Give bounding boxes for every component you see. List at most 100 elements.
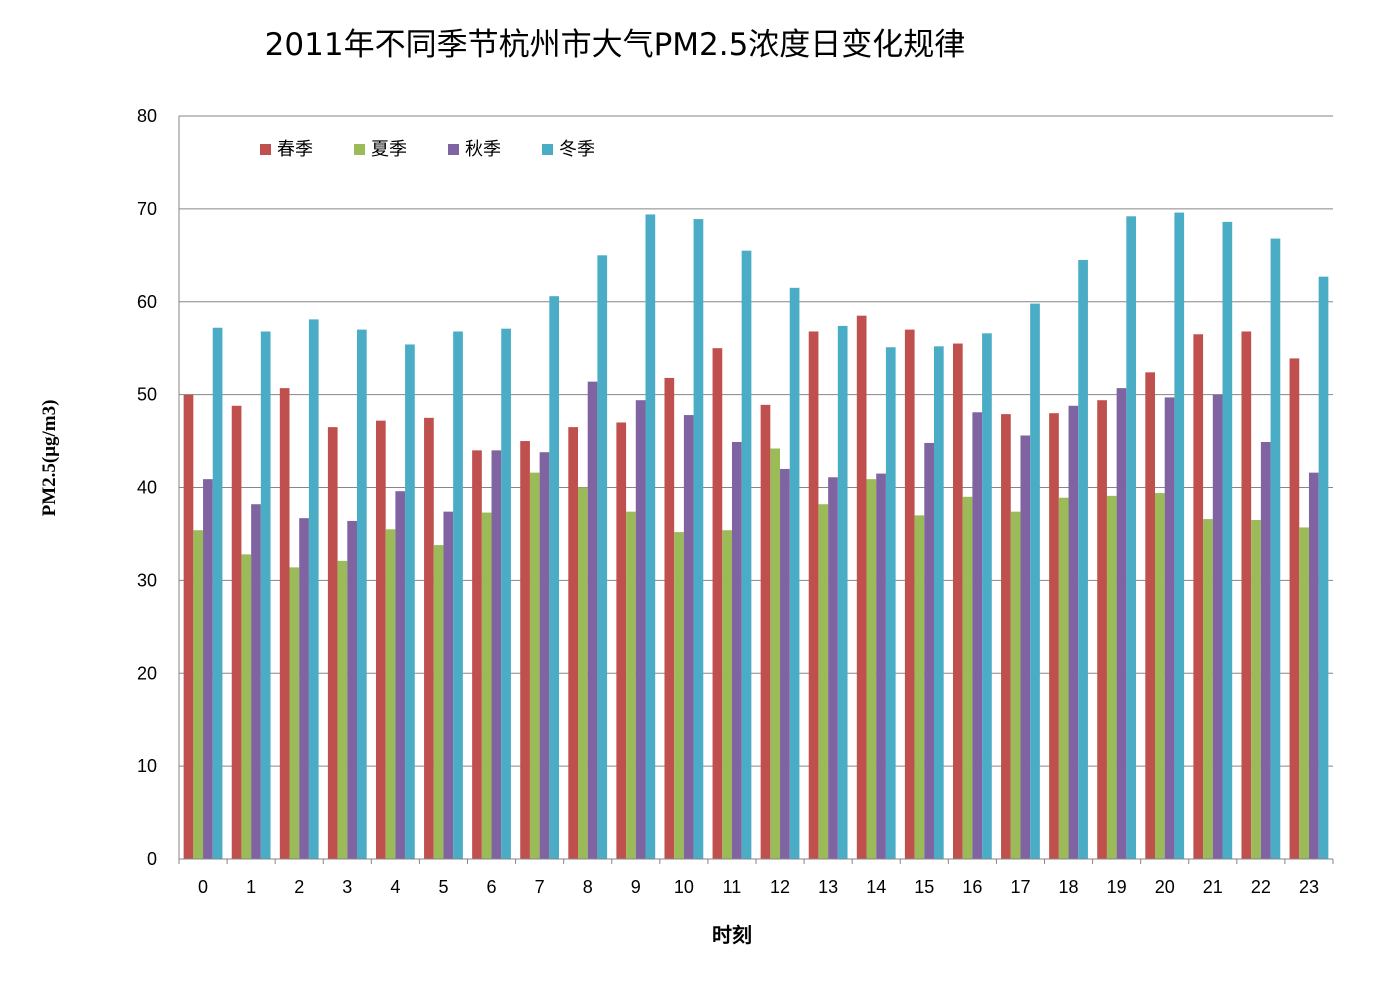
x-tick-label: 15 — [914, 877, 934, 897]
bar-秋季-13 — [828, 477, 838, 859]
x-tick-label: 18 — [1059, 877, 1079, 897]
bar-夏季-22 — [1251, 520, 1261, 859]
bar-春季-6 — [472, 450, 482, 859]
bar-夏季-2 — [289, 567, 300, 859]
bar-春季-20 — [1145, 372, 1156, 859]
y-tick-label: 50 — [137, 385, 157, 405]
x-tick-label: 16 — [962, 877, 982, 897]
bar-秋季-12 — [780, 468, 790, 859]
bar-春季-13 — [808, 331, 819, 860]
bar-秋季-7 — [539, 452, 550, 859]
bar-春季-10 — [664, 377, 675, 859]
bar-夏季-12 — [770, 448, 781, 859]
bar-秋季-18 — [1068, 405, 1079, 859]
bar-冬季-2 — [308, 319, 319, 859]
bar-夏季-14 — [866, 479, 877, 859]
bar-秋季-1 — [251, 504, 261, 859]
bar-秋季-9 — [635, 400, 646, 859]
bar-冬季-17 — [1030, 303, 1040, 859]
bar-秋季-5 — [443, 511, 454, 859]
x-tick-label: 3 — [342, 877, 352, 897]
bar-秋季-8 — [587, 381, 598, 859]
bar-春季-18 — [1049, 413, 1059, 859]
bar-春季-21 — [1193, 334, 1204, 859]
bars — [183, 212, 1329, 860]
x-tick-label: 7 — [535, 877, 545, 897]
bar-冬季-6 — [501, 328, 511, 859]
x-tick-label: 14 — [866, 877, 886, 897]
bar-冬季-7 — [549, 296, 560, 859]
y-tick-label: 30 — [137, 570, 157, 590]
x-tick-label: 12 — [770, 877, 790, 897]
bar-秋季-15 — [924, 442, 934, 859]
bar-夏季-9 — [626, 511, 636, 859]
bar-冬季-1 — [260, 331, 271, 860]
bar-秋季-21 — [1212, 394, 1223, 860]
bar-春季-12 — [760, 404, 771, 859]
bar-夏季-0 — [193, 530, 204, 859]
bar-秋季-23 — [1308, 472, 1319, 859]
bar-春季-15 — [904, 329, 915, 859]
bar-秋季-11 — [731, 441, 742, 859]
bar-冬季-9 — [645, 214, 656, 859]
legend-swatch-春季 — [260, 144, 271, 155]
bar-春季-16 — [952, 343, 963, 859]
bar-冬季-16 — [982, 333, 992, 860]
x-tick-label: 11 — [723, 877, 742, 897]
bar-夏季-8 — [578, 487, 588, 859]
bar-夏季-7 — [529, 472, 540, 859]
chart-title: 2011年不同季节杭州市大气PM2.5浓度日变化规律 — [265, 27, 966, 63]
y-tick-label: 70 — [137, 199, 157, 219]
bar-夏季-19 — [1106, 495, 1117, 859]
bar-春季-11 — [712, 348, 723, 859]
bar-冬季-19 — [1126, 216, 1137, 860]
bar-夏季-18 — [1058, 497, 1069, 859]
bar-冬季-12 — [789, 287, 800, 859]
bar-冬季-22 — [1270, 238, 1281, 860]
bar-夏季-23 — [1299, 527, 1309, 859]
bar-夏季-10 — [674, 532, 684, 859]
y-axis-title: PM2.5(μg/m3) — [39, 400, 60, 517]
bar-秋季-10 — [683, 415, 694, 859]
y-tick-label: 10 — [137, 756, 157, 776]
bar-冬季-13 — [837, 325, 848, 859]
x-tick-label: 21 — [1203, 877, 1223, 897]
legend-swatch-冬季 — [542, 144, 553, 155]
bar-夏季-3 — [337, 560, 348, 859]
bar-秋季-4 — [395, 491, 406, 859]
bar-夏季-6 — [481, 512, 492, 859]
bar-春季-3 — [327, 427, 338, 859]
bar-秋季-0 — [203, 479, 213, 859]
legend: 春季 夏季 秋季 冬季 — [260, 139, 595, 160]
x-tick-label: 5 — [438, 877, 448, 897]
bar-夏季-21 — [1203, 519, 1213, 859]
bar-夏季-4 — [385, 529, 396, 859]
x-tick-labels: 0 1 2 3 4 5 6 7 8 9 10 11 12 13 14 15 16 17 18 19 20 21 22 23 — [198, 877, 1319, 897]
y-tick-labels: 0 10 20 30 40 50 60 70 80 — [137, 106, 157, 869]
bar-秋季-6 — [491, 450, 502, 859]
y-tick-label: 20 — [137, 663, 157, 683]
bar-春季-8 — [568, 427, 579, 859]
bar-夏季-16 — [962, 496, 973, 859]
bar-夏季-5 — [433, 545, 444, 859]
x-tick-label: 20 — [1155, 877, 1175, 897]
bar-春季-9 — [616, 422, 627, 859]
x-tick-label: 8 — [583, 877, 593, 897]
bar-冬季-20 — [1174, 212, 1185, 860]
x-tick-label: 13 — [818, 877, 838, 897]
bar-冬季-10 — [693, 219, 704, 860]
y-tick-label: 60 — [137, 292, 157, 312]
bar-春季-4 — [375, 420, 386, 859]
bar-秋季-3 — [347, 520, 357, 859]
bar-秋季-2 — [299, 518, 309, 859]
legend-swatch-秋季 — [448, 144, 459, 155]
bar-秋季-20 — [1164, 397, 1175, 859]
bar-春季-14 — [856, 315, 867, 859]
bar-冬季-15 — [933, 346, 944, 860]
bar-春季-1 — [231, 405, 242, 859]
bar-冬季-5 — [453, 331, 463, 860]
bar-冬季-14 — [885, 347, 896, 859]
bar-春季-23 — [1289, 358, 1300, 859]
